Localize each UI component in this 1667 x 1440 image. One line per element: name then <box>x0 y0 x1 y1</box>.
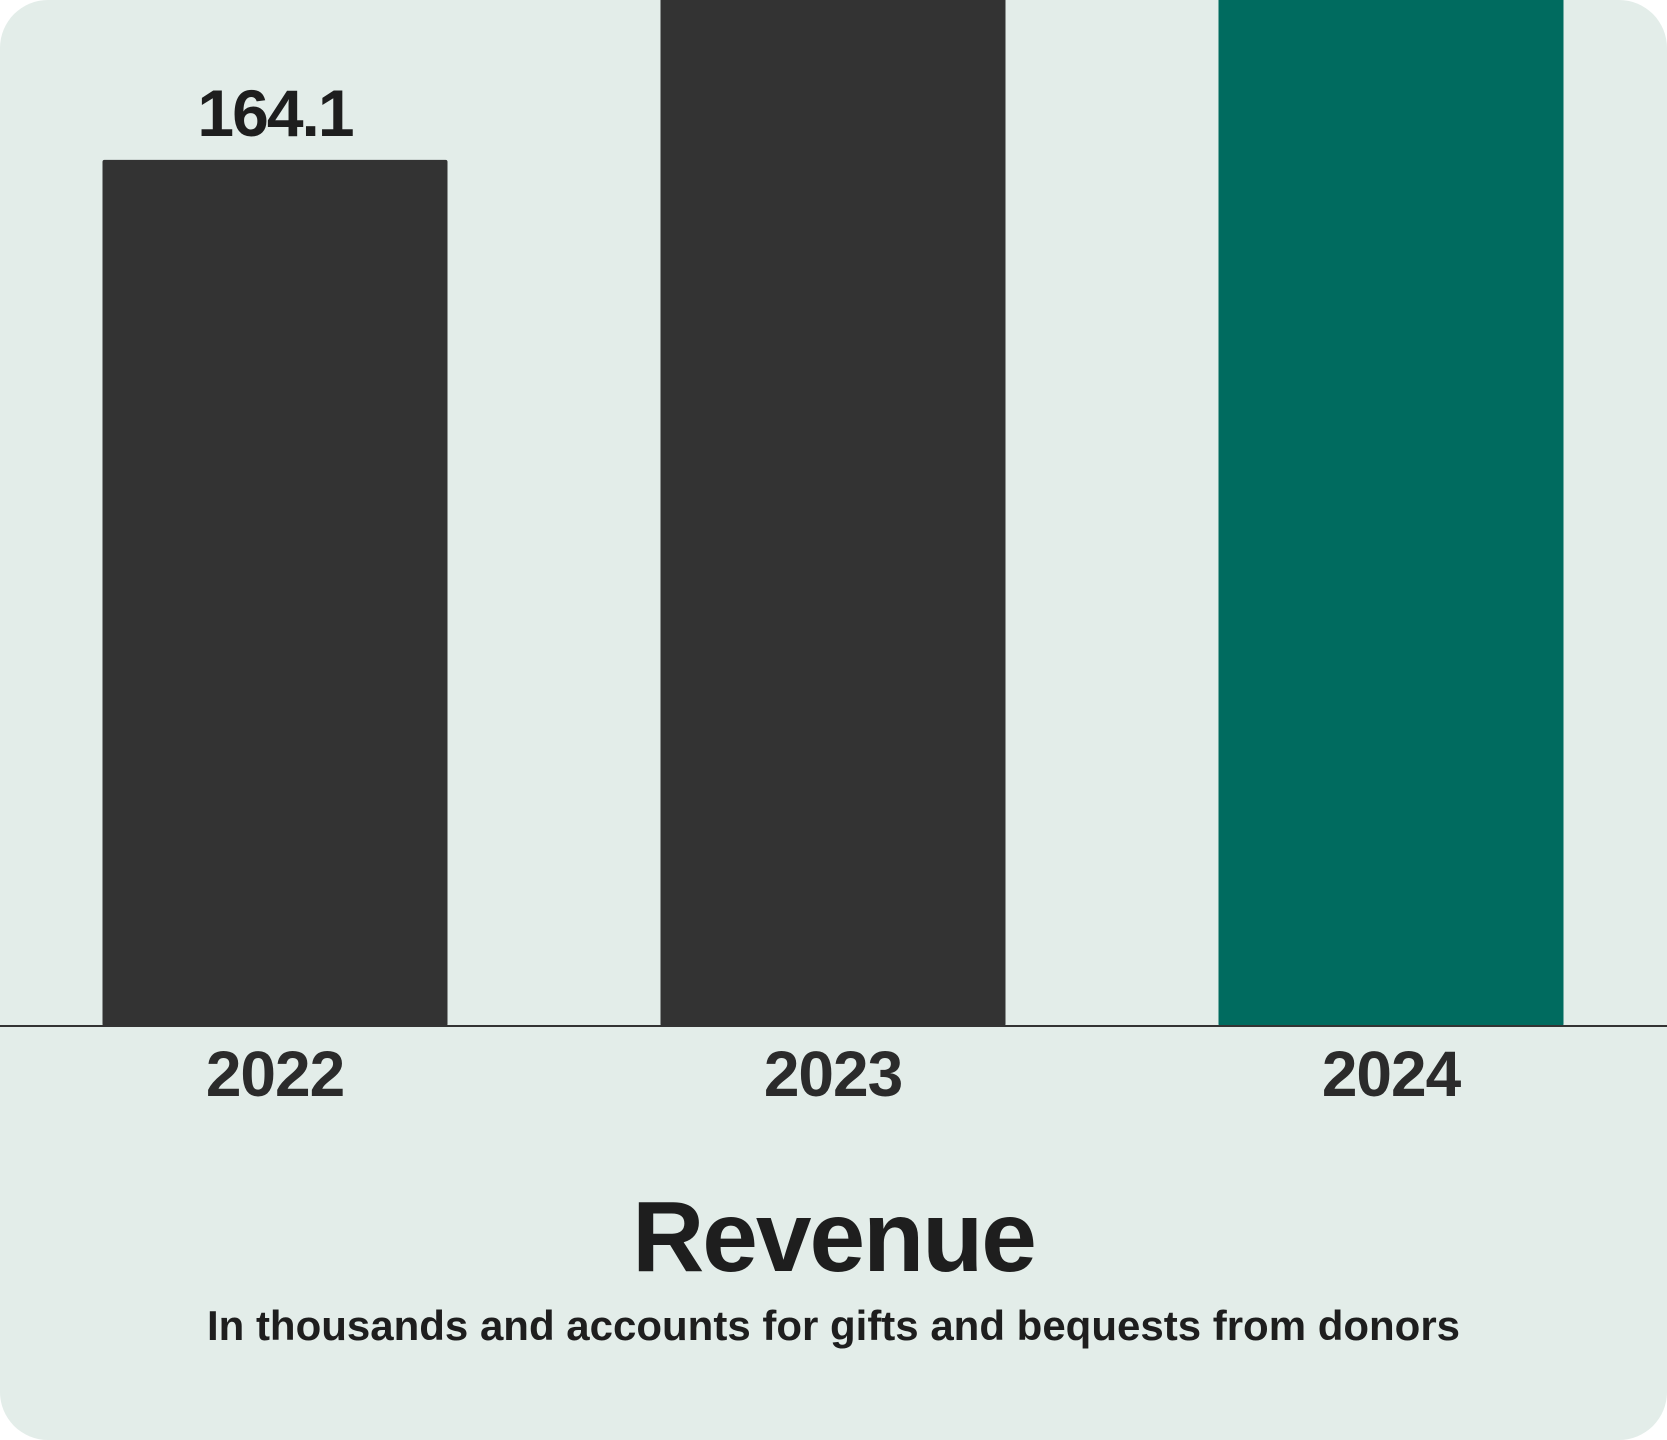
bar-2024 <box>1218 0 1564 1026</box>
chart-title: Revenue <box>632 1181 1037 1293</box>
value-label-2022: 164.1 <box>197 76 352 150</box>
x-tick-label-2024: 2024 <box>1322 1038 1462 1110</box>
value-labels-layer: 164.1294.8218.2 <box>197 76 354 150</box>
x-tick-labels-layer: 2022 2023 2024 <box>206 1038 1463 1110</box>
bar-2022 <box>102 159 448 1027</box>
chart-subtitle: In thousands and accounts for gifts and … <box>206 1302 1461 1349</box>
x-tick-label-2022: 2022 <box>206 1038 344 1110</box>
x-tick-label-2023: 2023 <box>764 1038 902 1110</box>
bars-layer <box>102 0 1564 1027</box>
bar-2023 <box>660 0 1006 1026</box>
